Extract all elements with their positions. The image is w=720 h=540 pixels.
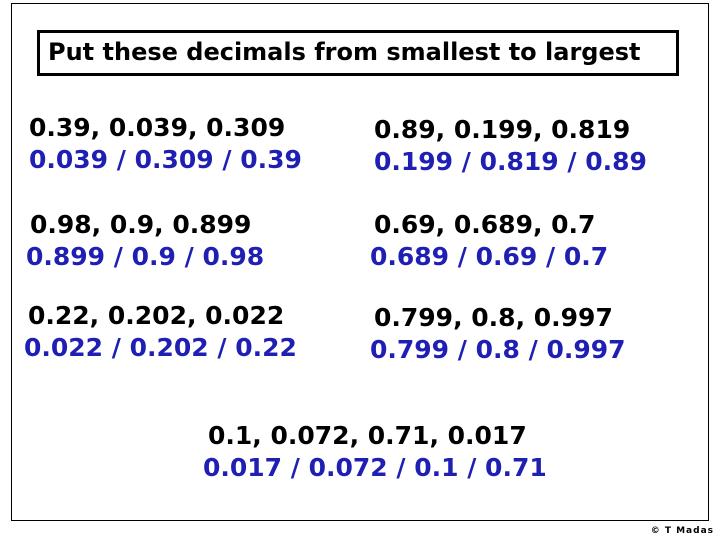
- problem-6: 0.799, 0.8, 0.997 0.799 / 0.8 / 0.997: [370, 302, 626, 366]
- problem-3: 0.98, 0.9, 0.899 0.899 / 0.9 / 0.98: [26, 209, 264, 273]
- problem-1: 0.39, 0.039, 0.309 0.039 / 0.309 / 0.39: [29, 112, 302, 176]
- problem-question: 0.799, 0.8, 0.997: [374, 303, 613, 332]
- problem-answer: 0.799 / 0.8 / 0.997: [370, 335, 626, 364]
- page-title: Put these decimals from smallest to larg…: [48, 38, 641, 66]
- slide-frame: [11, 3, 709, 521]
- problem-question: 0.1, 0.072, 0.71, 0.017: [208, 421, 527, 450]
- problem-answer: 0.017 / 0.072 / 0.1 / 0.71: [203, 453, 547, 482]
- problem-4: 0.69, 0.689, 0.7 0.689 / 0.69 / 0.7: [370, 209, 608, 273]
- problem-5: 0.22, 0.202, 0.022 0.022 / 0.202 / 0.22: [24, 300, 297, 364]
- title-box: Put these decimals from smallest to larg…: [37, 30, 679, 76]
- problem-7: 0.1, 0.072, 0.71, 0.017 0.017 / 0.072 / …: [203, 420, 547, 484]
- problem-2: 0.89, 0.199, 0.819 0.199 / 0.819 / 0.89: [374, 114, 647, 178]
- copyright-text: © T Madas: [650, 526, 714, 536]
- problem-answer: 0.199 / 0.819 / 0.89: [374, 147, 647, 176]
- problem-question: 0.39, 0.039, 0.309: [29, 113, 286, 142]
- problem-answer: 0.899 / 0.9 / 0.98: [26, 242, 265, 271]
- problem-answer: 0.022 / 0.202 / 0.22: [24, 333, 297, 362]
- problem-question: 0.89, 0.199, 0.819: [374, 115, 631, 144]
- problem-question: 0.22, 0.202, 0.022: [28, 301, 285, 330]
- problem-question: 0.69, 0.689, 0.7: [374, 210, 596, 239]
- problem-answer: 0.689 / 0.69 / 0.7: [370, 242, 609, 271]
- problem-question: 0.98, 0.9, 0.899: [30, 210, 252, 239]
- problem-answer: 0.039 / 0.309 / 0.39: [29, 145, 302, 174]
